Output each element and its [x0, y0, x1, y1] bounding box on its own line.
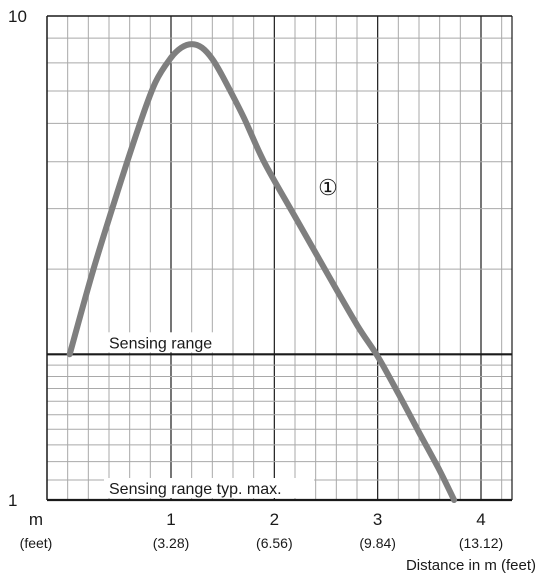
- reference-line-label: Sensing range typ. max.: [109, 481, 282, 498]
- reference-label-bg: [104, 478, 315, 498]
- x-tick-label: 4: [476, 510, 485, 529]
- x-tick-label-alt: (9.84): [359, 535, 396, 551]
- x-tick-label-alt: (13.12): [459, 535, 503, 551]
- curve-layer: ①: [66, 41, 458, 503]
- y-tick-label: 10: [8, 7, 27, 26]
- y-tick-label: 1: [8, 491, 17, 510]
- x-unit-label-alt: (feet): [20, 535, 53, 551]
- series-line: [66, 41, 458, 503]
- reference-line-label: Sensing range: [109, 335, 212, 352]
- x-tick-label: 1: [166, 510, 175, 529]
- grid: [46, 15, 513, 500]
- tick-labels: 101m(feet)1(3.28)2(6.56)3(9.84)4(13.12)D…: [8, 7, 536, 574]
- x-tick-label: 2: [270, 510, 279, 529]
- x-axis-title: Distance in m (feet): [406, 557, 536, 574]
- series-marker-label: ①: [318, 175, 338, 200]
- x-tick-label-alt: (3.28): [153, 535, 190, 551]
- reference-label-bg: [104, 332, 228, 353]
- reference-lines: Sensing range Sensing range typ. max.: [47, 332, 512, 502]
- x-tick-label-alt: (6.56): [256, 535, 293, 551]
- x-unit-label: m: [29, 510, 43, 529]
- x-tick-label: 3: [373, 510, 382, 529]
